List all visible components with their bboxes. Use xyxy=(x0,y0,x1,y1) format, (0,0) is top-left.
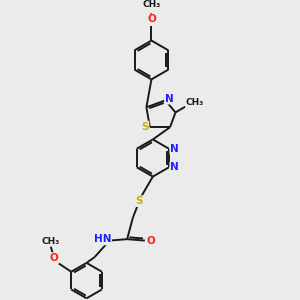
Text: CH₃: CH₃ xyxy=(41,237,60,246)
Text: O: O xyxy=(50,253,58,263)
Text: CH₃: CH₃ xyxy=(186,98,204,107)
Text: S: S xyxy=(135,196,142,206)
Text: O: O xyxy=(146,236,155,246)
Text: N: N xyxy=(170,162,179,172)
Text: HN: HN xyxy=(94,235,111,244)
Text: S: S xyxy=(141,122,148,132)
Text: N: N xyxy=(170,144,179,154)
Text: CH₃: CH₃ xyxy=(142,0,160,9)
Text: N: N xyxy=(165,94,174,103)
Text: O: O xyxy=(147,14,156,24)
